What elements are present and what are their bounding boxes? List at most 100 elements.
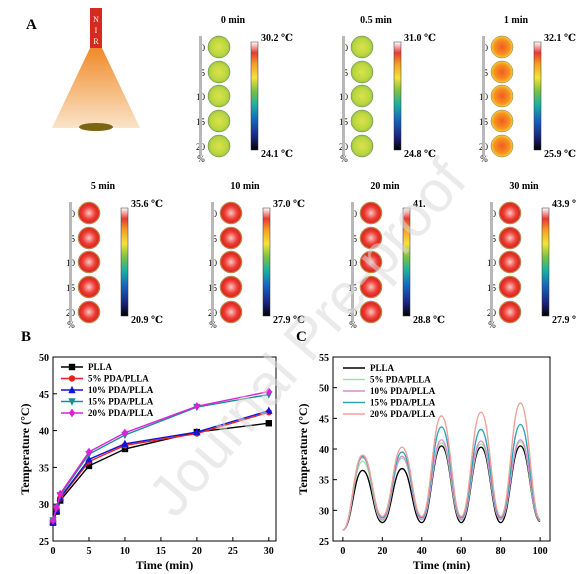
- row-label: 5: [484, 68, 489, 78]
- x-tick-label: 0: [51, 546, 56, 557]
- y-tick-label: 40: [319, 445, 329, 456]
- row-label: 0: [71, 209, 76, 219]
- sample-disc: [498, 250, 522, 274]
- panel-b-label: B: [21, 329, 31, 345]
- sample-disc: [498, 201, 522, 225]
- panel-time-label: 5 min: [91, 181, 116, 192]
- scale-min-label: 20.9 ℃: [131, 315, 163, 326]
- sample-disc: [490, 109, 514, 133]
- scale-max-label: 43.9 ℃: [552, 199, 576, 210]
- target-sample: [79, 123, 113, 131]
- sample-disc: [219, 275, 243, 299]
- percent-label: %: [480, 154, 488, 164]
- thermal-panel: 10 min05101520%37.0 ℃27.9 ℃: [208, 181, 305, 330]
- data-point: [121, 428, 129, 438]
- data-point: [49, 516, 57, 525]
- row-label: 5: [344, 68, 349, 78]
- scale-max-label: 35.6 ℃: [131, 199, 163, 210]
- scale-max-label: 41.: [413, 199, 426, 210]
- legend-entry: PLLA: [88, 362, 113, 372]
- y-tick-label: 45: [319, 414, 329, 425]
- panel-time-label: 0.5 min: [360, 15, 392, 26]
- x-tick-label: 20: [377, 546, 387, 557]
- nir-letter: N: [93, 15, 99, 24]
- x-axis-label: Time (min): [136, 558, 193, 572]
- data-point: [53, 502, 60, 512]
- legend-entry: 20% PDA/PLLA: [88, 408, 154, 418]
- color-scale-bar: [533, 41, 542, 151]
- sample-disc: [219, 201, 243, 225]
- nir-letter: I: [95, 26, 98, 35]
- y-tick-label: 35: [39, 463, 49, 474]
- plot-frame: [52, 356, 277, 542]
- scale-max-label: 37.0 ℃: [273, 199, 305, 210]
- sample-disc: [207, 35, 231, 59]
- sample-disc: [207, 60, 231, 84]
- row-label: 0: [201, 43, 206, 53]
- legend-entry: 10% PDA/PLLA: [88, 385, 154, 395]
- y-tick-label: 55: [319, 353, 329, 364]
- series-line: [342, 402, 541, 531]
- sample-disc: [359, 250, 383, 274]
- sample-disc: [359, 226, 383, 250]
- stage-bar: [351, 202, 354, 322]
- row-label: 0: [344, 43, 349, 53]
- color-scale-bar: [262, 207, 271, 317]
- thermal-image-panels: 0 min05101520%30.2 ℃24.1 ℃0.5 min0510152…: [66, 15, 576, 330]
- chart-c: 0 20 40 60 80 100 25 30 35 40 45 50 55 Time (min) Temp…: [296, 353, 551, 572]
- data-point: [265, 406, 273, 414]
- thermal-panel: 30 min05101520%43.9 ℃27.9 ℃: [487, 181, 576, 330]
- x-tick-label: 60: [456, 546, 466, 557]
- panel-time-label: 1 min: [504, 15, 529, 26]
- row-label: 0: [353, 209, 358, 219]
- scale-min-label: 27.9 ℃: [552, 315, 576, 326]
- x-tick-label: 30: [264, 546, 274, 557]
- sample-disc: [498, 226, 522, 250]
- sample-disc: [219, 250, 243, 274]
- stage-bar: [490, 202, 493, 322]
- sample-disc: [207, 84, 231, 108]
- row-label: 0: [484, 43, 489, 53]
- nir-illustration: N I R: [52, 8, 140, 131]
- sample-disc: [490, 35, 514, 59]
- sample-disc: [219, 226, 243, 250]
- x-tick-label: 10: [120, 546, 130, 557]
- sample-disc: [77, 201, 101, 225]
- sample-disc: [350, 134, 374, 158]
- x-axis-label: Time (min): [413, 558, 470, 572]
- chart-b: 0 5 10 15 20 25 30 25 30 35 40 45 50 Time (min) Temper…: [18, 353, 277, 572]
- stage-bar: [482, 36, 485, 156]
- percent-label: %: [209, 320, 217, 330]
- legend-entry: 15% PDA/PLLA: [88, 397, 154, 407]
- x-tick-label: 5: [86, 546, 91, 557]
- y-tick-label: 40: [39, 427, 49, 438]
- data-point: [56, 489, 64, 499]
- percent-label: %: [340, 154, 348, 164]
- data-point: [68, 408, 76, 418]
- data-point: [193, 427, 201, 436]
- row-label: 0: [213, 209, 218, 219]
- data-point: [68, 398, 76, 406]
- nir-source-box: [90, 8, 102, 48]
- thermal-panel: 20 min05101520%41.28.8 ℃: [348, 181, 445, 330]
- x-tick-label: 80: [496, 546, 506, 557]
- scale-min-label: 24.8 ℃: [404, 149, 436, 160]
- sample-disc: [207, 134, 231, 158]
- panel-time-label: 0 min: [221, 15, 246, 26]
- x-tick-label: 0: [340, 546, 345, 557]
- x-tick-label: 25: [228, 546, 238, 557]
- sample-disc: [490, 84, 514, 108]
- sample-disc: [498, 300, 522, 324]
- y-tick-label: 30: [319, 506, 329, 517]
- sample-disc: [77, 275, 101, 299]
- x-tick-label: 100: [533, 546, 548, 557]
- y-tick-label: 35: [319, 476, 329, 487]
- sample-disc: [77, 300, 101, 324]
- legend-entry: 10% PDA/PLLA: [370, 386, 436, 396]
- data-point: [265, 387, 273, 396]
- sample-disc: [350, 35, 374, 59]
- legend-entry: 5% PDA/PLLA: [370, 375, 431, 385]
- sample-disc: [490, 134, 514, 158]
- row-label: 0: [492, 209, 497, 219]
